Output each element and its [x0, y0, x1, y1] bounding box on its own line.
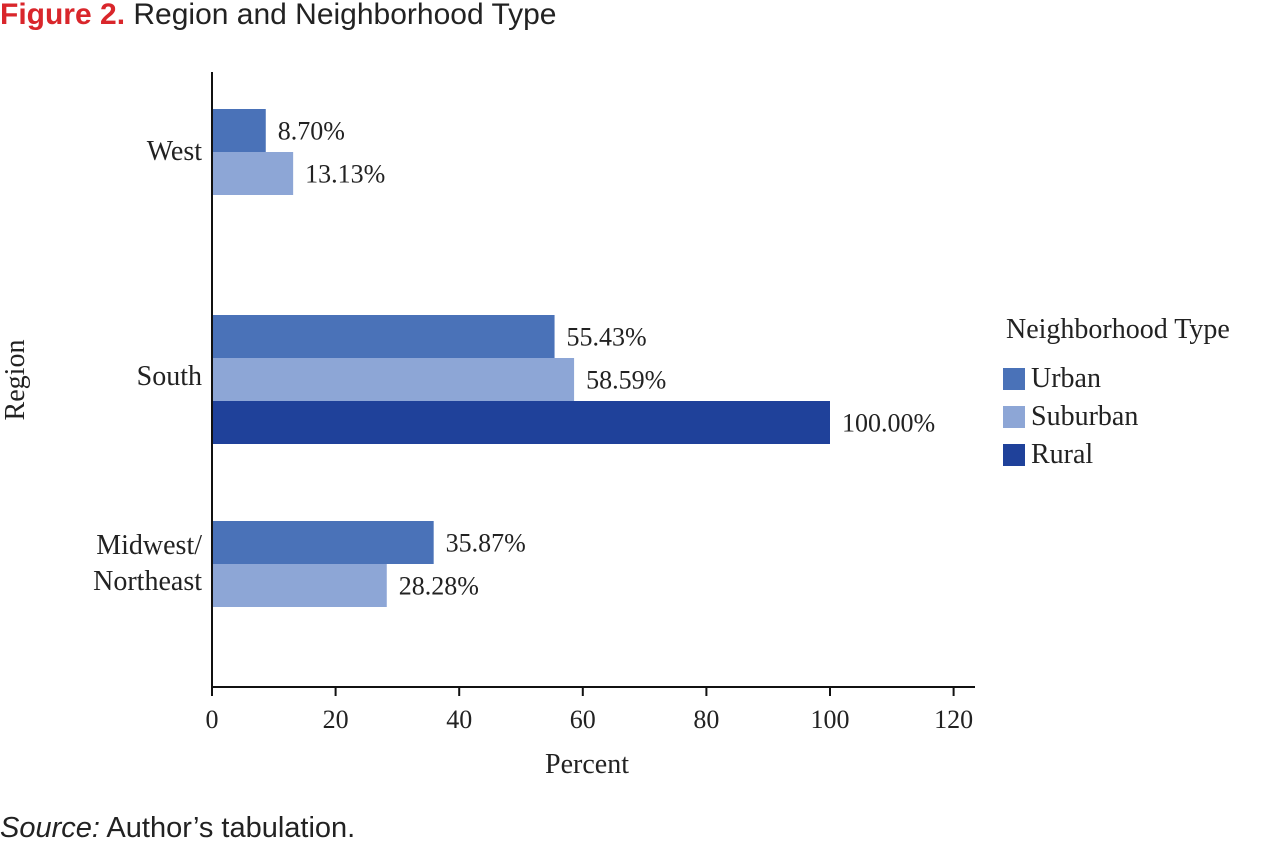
category-label-2-1: Northeast — [93, 566, 202, 597]
source-note: Source: Author’s tabulation. — [0, 812, 355, 845]
x-tick-label-80: 80 — [693, 705, 719, 734]
figure-title: Figure 2. Region and Neighborhood Type — [0, 0, 556, 32]
data-label-urban-0: 8.70% — [278, 117, 345, 146]
figure-title-text: Region and Neighborhood Type — [133, 0, 557, 31]
category-label-1-0: South — [137, 361, 202, 392]
bar-urban-1 — [212, 315, 555, 358]
bar-urban-2 — [212, 521, 434, 564]
legend-title: Neighborhood Type — [1006, 314, 1230, 345]
legend-swatch-urban — [1003, 368, 1025, 390]
category-label-2-0: Midwest/ — [96, 530, 202, 561]
x-tick-label-100: 100 — [811, 705, 850, 734]
legend-swatch-suburban — [1003, 406, 1025, 428]
category-label-0-0: West — [147, 136, 203, 167]
data-label-suburban-1: 58.59% — [586, 366, 666, 395]
bar-chart: 8.70% 55.43% 35.87% 13.13% 58.59% 28.28% 100.0… — [0, 72, 1230, 780]
x-tick-label-40: 40 — [446, 705, 472, 734]
bar-rural-1 — [212, 401, 830, 444]
data-label-rural-1: 100.00% — [842, 409, 935, 438]
legend-label-suburban: Suburban — [1031, 401, 1138, 432]
legend-swatch-rural — [1003, 444, 1025, 466]
legend-label-rural: Rural — [1031, 439, 1093, 470]
bar-suburban-1 — [212, 358, 575, 401]
data-label-urban-2: 35.87% — [446, 529, 526, 558]
x-axis-title: Percent — [545, 749, 629, 780]
data-label-urban-1: 55.43% — [567, 323, 647, 352]
figure-number: Figure 2. — [0, 0, 126, 31]
data-label-suburban-0: 13.13% — [305, 160, 385, 189]
bar-suburban-0 — [212, 152, 294, 195]
legend-label-urban: Urban — [1031, 363, 1101, 394]
x-tick-label-60: 60 — [570, 705, 596, 734]
x-tick-label-0: 0 — [206, 705, 219, 734]
source-label: Source: — [0, 812, 100, 844]
x-tick-label-20: 20 — [323, 705, 349, 734]
source-text: Author’s tabulation. — [106, 812, 356, 844]
bar-urban-0 — [212, 109, 266, 152]
bar-suburban-2 — [212, 564, 387, 607]
data-label-suburban-2: 28.28% — [399, 572, 479, 601]
y-axis-title: Region — [0, 340, 31, 421]
x-tick-label-120: 120 — [934, 705, 973, 734]
